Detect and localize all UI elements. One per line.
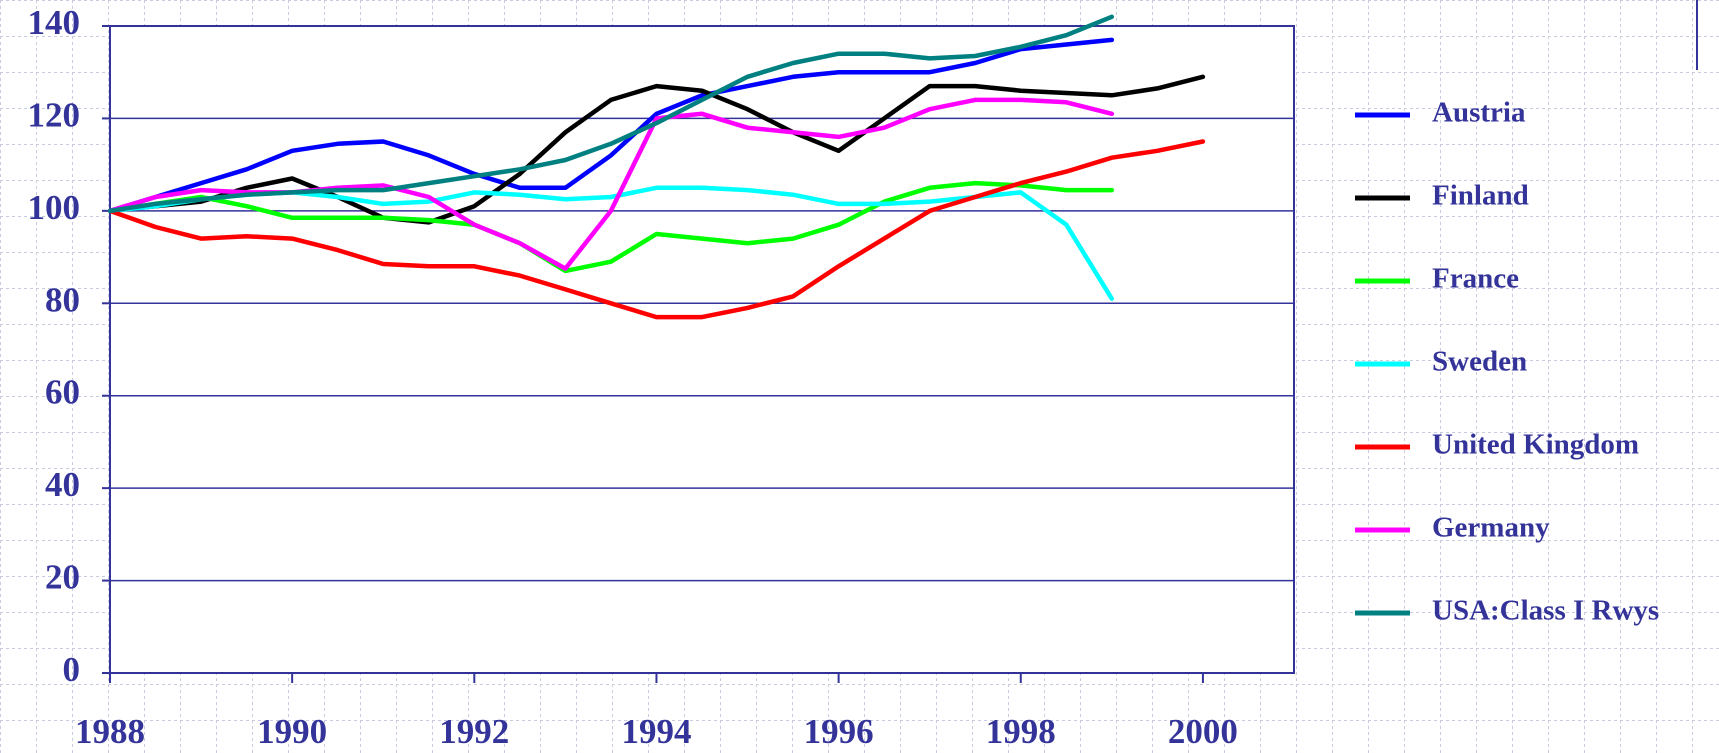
- x-tick-label: 1994: [621, 712, 691, 751]
- x-tick-label: 1998: [986, 712, 1056, 751]
- series-line: [107, 14, 1115, 214]
- y-tick-label: 120: [28, 95, 81, 134]
- legend-label: United Kingdom: [1432, 429, 1639, 461]
- y-tick-label: 0: [63, 650, 81, 689]
- plot-area: [109, 25, 1295, 674]
- y-tick-label: 60: [45, 373, 80, 412]
- legend-label: USA:Class I Rwys: [1432, 595, 1659, 627]
- series-line: [107, 139, 1206, 320]
- y-tick-label: 140: [28, 3, 81, 42]
- legend-label: Germany: [1432, 512, 1550, 544]
- series-line: [107, 180, 1115, 274]
- series-line: [107, 74, 1206, 225]
- x-tick-label: 1988: [75, 712, 145, 751]
- x-tick-label: 1990: [257, 712, 327, 751]
- y-tick-label: 20: [45, 558, 80, 597]
- y-tick-label: 80: [45, 280, 80, 319]
- y-tick-label: 100: [28, 188, 81, 227]
- x-tick-label: 1992: [439, 712, 509, 751]
- x-tick-label: 1996: [804, 712, 874, 751]
- legend-label: Finland: [1432, 180, 1529, 212]
- legend-label: Austria: [1432, 97, 1526, 129]
- x-tick-label: 2000: [1168, 712, 1238, 751]
- legend-label: Sweden: [1432, 346, 1527, 378]
- legend-label: France: [1432, 263, 1519, 295]
- series-line: [107, 37, 1115, 214]
- y-tick-label: 40: [45, 465, 80, 504]
